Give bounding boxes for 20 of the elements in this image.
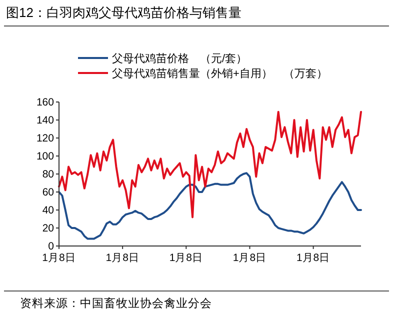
legend-label: 父母代鸡苗价格 （元/套） <box>112 52 248 65</box>
y-tick-label: 160 <box>36 96 54 109</box>
x-tick-label: 1月8日 <box>42 252 76 264</box>
x-tick-label: 1月8日 <box>169 252 203 264</box>
y-tick-label: 80 <box>42 168 54 181</box>
y-tick-label: 140 <box>36 114 54 127</box>
text: 资料来源：中国畜牧业协会禽业分会 <box>20 296 212 310</box>
y-tick-label: 100 <box>36 150 54 163</box>
chart-title: 图12：白羽肉鸡父母代鸡苗价格与销售量 <box>6 5 242 20</box>
x-tick-label: 1月8日 <box>106 252 140 264</box>
y-tick-label: 120 <box>36 132 54 145</box>
legend-label: 父母代鸡苗销售量（外销+自用） （万套） <box>112 67 328 80</box>
y-tick-label: 40 <box>42 204 54 217</box>
y-tick-label: 0 <box>48 240 54 253</box>
line-series <box>58 110 362 218</box>
line-series <box>58 172 362 240</box>
x-tick-label: 1月8日 <box>232 252 267 264</box>
y-tick-label: 60 <box>42 186 54 199</box>
y-tick-label: 20 <box>42 222 54 235</box>
x-tick-label: 1月8日 <box>296 252 330 264</box>
